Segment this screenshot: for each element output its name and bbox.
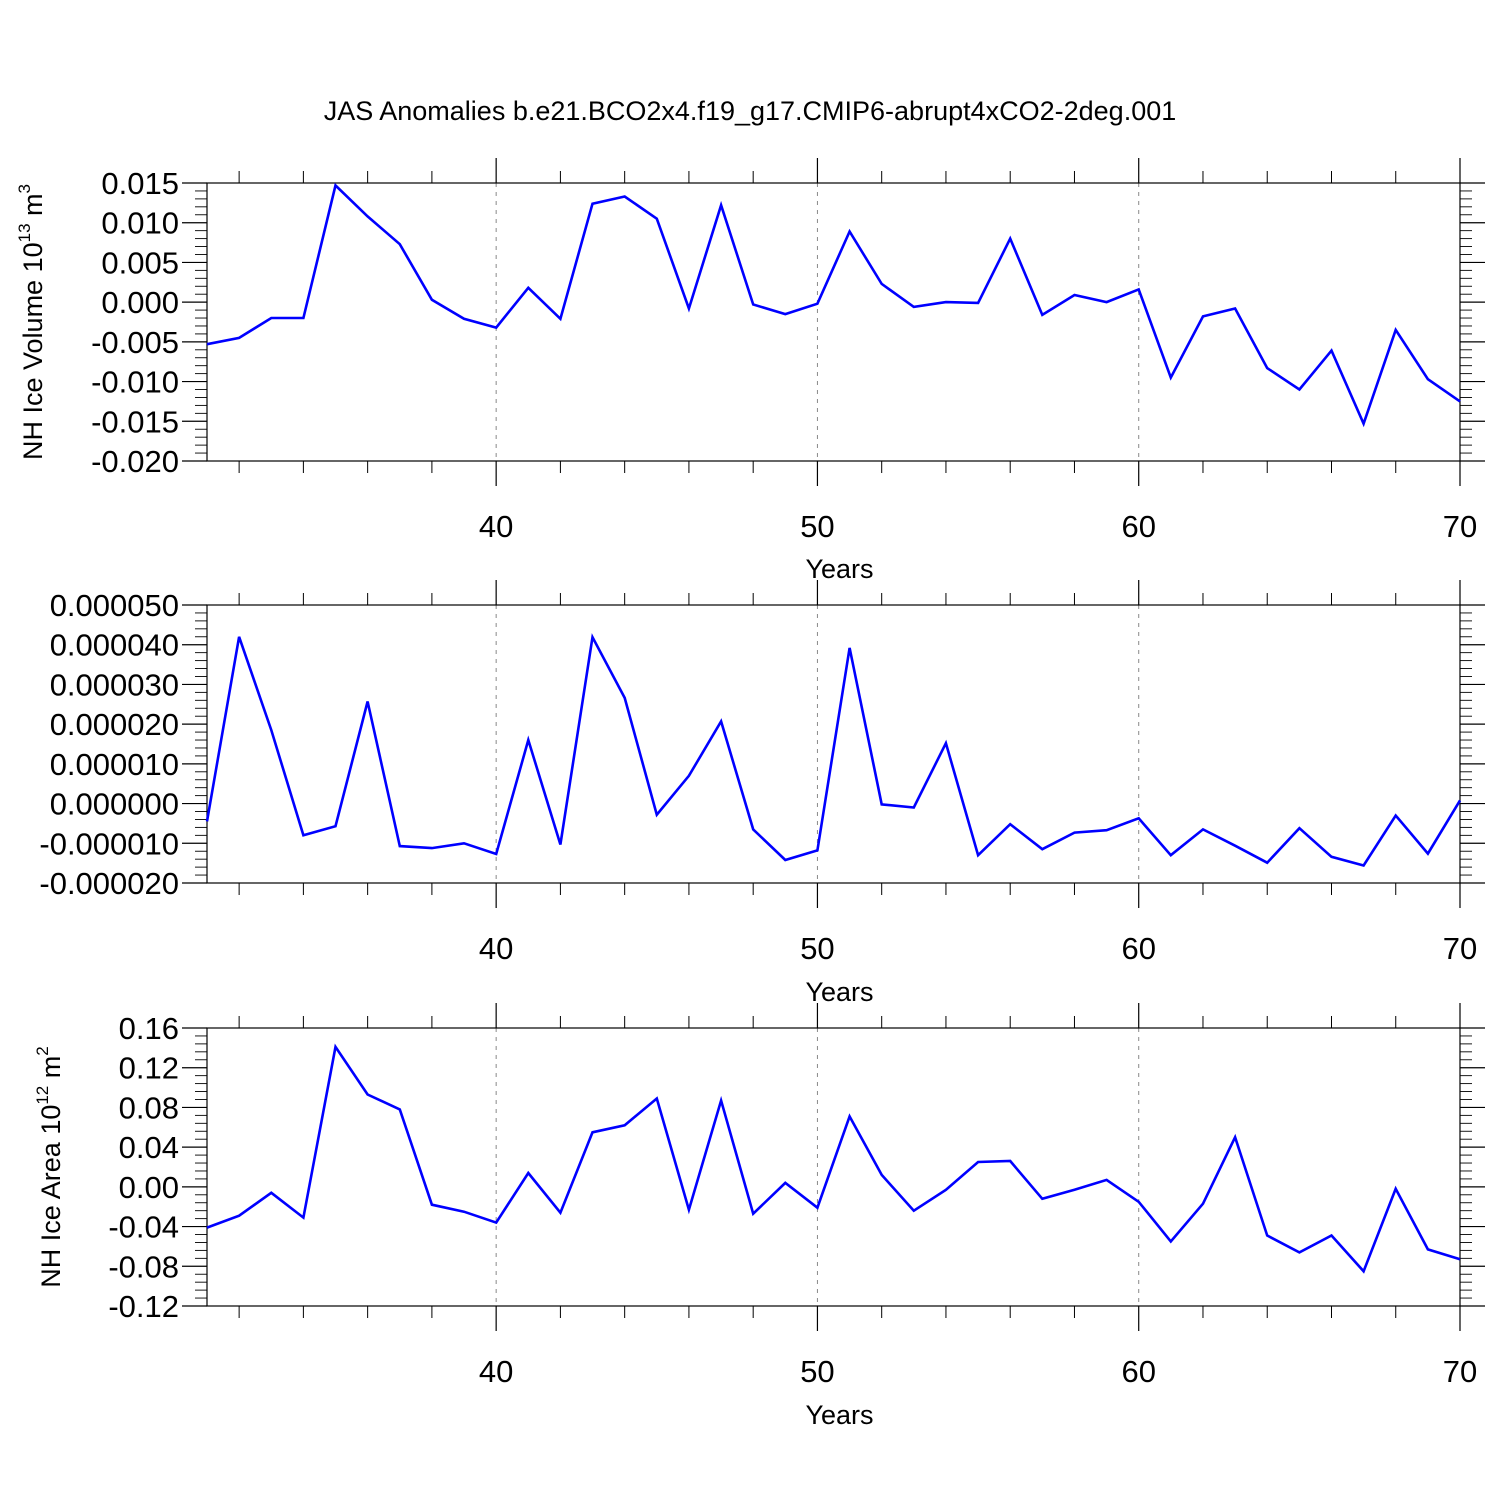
x-axis-label: Years [805, 554, 873, 584]
plot-frame [206, 604, 1461, 884]
series-line [205, 633, 1462, 868]
x-tick-label: 40 [479, 931, 513, 966]
x-tick-label: 60 [1121, 509, 1155, 544]
y-tick-label: 0.000010 [50, 747, 179, 782]
y-tick-label: 0.000040 [50, 628, 179, 663]
x-axis-label: Years [805, 977, 873, 1007]
x-tick-label: 40 [479, 1354, 513, 1389]
y-tick-label: -0.020 [91, 444, 179, 479]
y-tick-label: -0.000010 [39, 826, 179, 861]
y-axis-label: NH Ice Volume 1013 m3 [15, 184, 48, 460]
x-tick-label: 60 [1121, 931, 1155, 966]
y-tick-label: 0.08 [119, 1090, 179, 1125]
x-tick-label: 50 [800, 931, 834, 966]
x-tick-label: 70 [1443, 509, 1477, 544]
y-tick-label: 0.16 [119, 1011, 179, 1046]
panel-3: 40 50 60 70 -0.12 -0.08 -0.04 0.00 0.04 0.08 0.12 0… [33, 1003, 1485, 1430]
y-tick-label: 0.010 [101, 206, 179, 241]
x-tick-label: 40 [479, 509, 513, 544]
series-line [206, 1043, 1461, 1274]
y-tick-label: 0.000000 [50, 787, 179, 822]
y-axis-label: NH Ice Area 1012 m2 [33, 1046, 66, 1287]
y-tick-label: -0.015 [91, 404, 179, 439]
x-tick-label: 50 [800, 1354, 834, 1389]
series-line [206, 182, 1461, 428]
x-axis-label: Years [805, 1400, 873, 1430]
y-tick-label: 0.005 [101, 245, 179, 280]
y-tick-label: -0.005 [91, 325, 179, 360]
y-tick-label: 0.000030 [50, 667, 179, 702]
chart-panels: 40 50 60 70 -0.020 -0.015 -0.010 -0.005 0.000 0.0… [15, 158, 1485, 1430]
y-tick-label: -0.010 [91, 365, 179, 400]
y-tick-label: 0.000050 [50, 588, 179, 623]
y-tick-label: 0.12 [119, 1051, 179, 1086]
panel-2: 40 50 60 70 -0.000020 -0.000010 0.000000 0.0000… [39, 580, 1485, 1007]
y-tick-label: -0.08 [108, 1249, 179, 1284]
panel-1: 40 50 60 70 -0.020 -0.015 -0.010 -0.005 0.000 0.0… [15, 158, 1485, 584]
x-tick-label: 50 [800, 509, 834, 544]
plot-frame [206, 182, 1461, 462]
y-tick-label: 0.000020 [50, 707, 179, 742]
y-tick-label: 0.04 [119, 1130, 179, 1165]
y-tick-label: 0.000 [101, 285, 179, 320]
x-tick-label: 70 [1443, 931, 1477, 966]
y-tick-label: 0.015 [101, 166, 179, 201]
x-tick-label: 70 [1443, 1354, 1477, 1389]
x-tick-label: 60 [1121, 1354, 1155, 1389]
y-tick-label: -0.12 [108, 1289, 179, 1324]
plot-frame [206, 1027, 1461, 1307]
y-tick-label: -0.000020 [39, 866, 179, 901]
chart-title: JAS Anomalies b.e21.BCO2x4.f19_g17.CMIP6… [324, 96, 1177, 126]
y-tick-label: -0.04 [108, 1210, 179, 1245]
y-tick-label: 0.00 [119, 1170, 179, 1205]
